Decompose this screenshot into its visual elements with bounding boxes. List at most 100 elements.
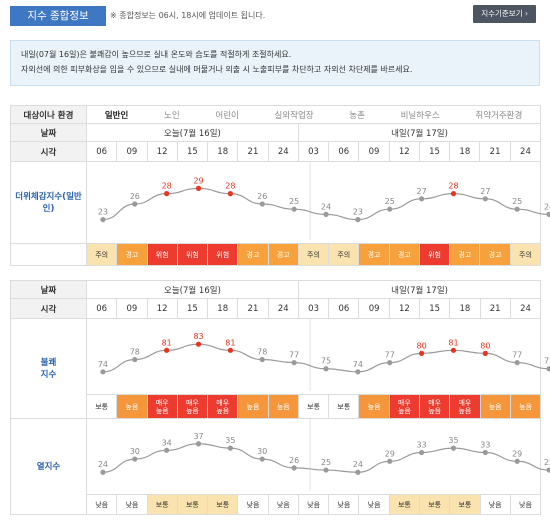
discomfort-value-label-12: 80 [480, 341, 490, 350]
heat-index-value-label-8: 24 [353, 460, 363, 469]
heat-sensation-point-12 [482, 196, 488, 202]
discomfort-value-label-0: 74 [98, 360, 108, 369]
t1-status-9: 경고 [358, 243, 390, 266]
discomfort-status-10: 매우 높음 [388, 394, 421, 419]
t1-hour-12: 18 [449, 141, 481, 162]
heat-index-point-5 [259, 456, 265, 462]
t2-hour-14: 24 [509, 298, 542, 319]
target-tab-0[interactable]: 일반인 [104, 110, 129, 121]
heat-index-value-label-13: 29 [512, 449, 522, 458]
discomfort-status-1: 높음 [116, 394, 148, 419]
t1-hour-7: 03 [297, 141, 330, 162]
heat-status-3: 보통 [176, 494, 209, 515]
heat-sensation-value-label-1: 26 [130, 192, 140, 201]
heat-status-12: 보통 [449, 494, 481, 515]
t1-status-13: 경고 [479, 243, 511, 266]
heat-sensation-point-1 [132, 201, 138, 207]
discomfort-label: 불쾌 지수 [10, 318, 87, 419]
notice-line-2: 자외선에 의한 피부화상을 입을 수 있으므로 실내에 머물거나 외출 시 노출… [21, 65, 413, 74]
discomfort-status-0: 보통 [85, 394, 118, 419]
time-label: 시각 [10, 141, 87, 162]
discomfort-status-4: 매우 높음 [207, 394, 239, 419]
t1-hour-10: 12 [388, 141, 420, 162]
chart-row: 더위체감지수(일반인) 23 26 28 29 28 26 25 24 23 25 27 28 27 25… [10, 161, 550, 244]
discomfort-point-3 [195, 341, 202, 347]
target-tab-4[interactable]: 농촌 [349, 110, 365, 121]
heat-index-point-14 [546, 467, 550, 473]
heat-status-row: 낮음 낮음 보통 보통 보통 낮음 낮음 낮음 낮음 낮음 보통 보통 보통 낮음 낮음 [11, 494, 542, 515]
discomfort-status-9: 높음 [358, 394, 390, 419]
t1-status-3: 위험 [176, 243, 209, 266]
discomfort-chart: 74 78 81 83 81 78 77 75 74 77 80 81 80 77 75 [98, 319, 550, 391]
heat-sensation-value-label-11: 28 [448, 182, 458, 191]
heat-status-14: 낮음 [509, 494, 542, 515]
heat-sensation-value-label-14: 24 [544, 202, 550, 211]
t2-hour-8: 06 [328, 298, 360, 319]
discomfort-chart-row: 불쾌 지수 74 78 81 83 81 78 77 75 74 77 80 81 80 77 75 [10, 318, 550, 419]
discomfort-point-5 [259, 356, 265, 363]
discomfort-value-label-7: 75 [321, 357, 331, 366]
discomfort-value-label-5: 78 [257, 348, 267, 357]
heat-index-point-4 [227, 445, 233, 451]
t1-status-6: 경고 [267, 243, 299, 266]
date-row-2: 날짜 오늘(7월 16일) 내일(7월 17일) [10, 280, 542, 299]
heat-sensation-value-label-5: 26 [257, 192, 267, 201]
discomfort-point-11 [450, 347, 457, 353]
target-tab-2[interactable]: 어린이 [215, 110, 239, 121]
discomfort-point-6 [291, 360, 297, 366]
t1-hour-0: 06 [85, 141, 118, 162]
t1-hour-8: 06 [328, 141, 360, 162]
t1-hour-14: 24 [509, 141, 542, 162]
heat-sensation-value-label-4: 28 [225, 182, 235, 191]
t1-status-2: 위험 [146, 243, 178, 266]
heat-sensation-chart: 23 26 28 29 28 26 25 24 23 25 27 28 27 25 24 [98, 162, 550, 240]
discomfort-status-2: 매우 높음 [146, 394, 178, 419]
t1-hour-11: 15 [418, 141, 451, 162]
discomfort-status-6: 높음 [267, 394, 299, 419]
heat-sensation-point-5 [259, 201, 265, 207]
t1-hour-9: 09 [358, 141, 390, 162]
t1-status-10: 경고 [388, 243, 420, 266]
discomfort-status-11: 매우 높음 [419, 394, 451, 419]
date-row: 날짜 오늘(7월 16일) 내일(7월 17일) [10, 123, 542, 142]
heat-index-point-3 [195, 441, 202, 447]
heat-sensation-value-label-0: 23 [98, 208, 108, 217]
t1-hour-6: 24 [267, 141, 299, 162]
date-label: 날짜 [10, 123, 87, 142]
target-tab-3[interactable]: 실외작업장 [274, 110, 314, 121]
page-title-tab: 지수 종합정보 [10, 6, 106, 26]
t2-hour-12: 18 [449, 298, 481, 319]
discomfort-point-1 [132, 356, 138, 363]
heat-status-9: 낮음 [358, 494, 390, 515]
t1-hour-3: 15 [176, 141, 209, 162]
heat-status-11: 보통 [419, 494, 451, 515]
t1-status-11: 위험 [418, 243, 451, 266]
heat-status-10: 보통 [388, 494, 421, 515]
heat-index-value-label-9: 29 [385, 449, 395, 458]
t2-hour-4: 18 [207, 298, 239, 319]
time-row: 시각 06 09 12 15 18 21 24 03 06 09 12 15 18 21 24 [10, 141, 542, 162]
heat-index-point-7 [323, 467, 329, 473]
heat-sensation-value-label-6: 25 [289, 197, 299, 206]
heat-index-value-label-6: 26 [289, 456, 299, 465]
heat-index-value-label-0: 24 [98, 460, 108, 469]
target-tab-1[interactable]: 노인 [164, 110, 180, 121]
target-tab-6[interactable]: 취약거주환경 [475, 110, 523, 121]
heat-sensation-value-label-13: 25 [512, 197, 522, 206]
discomfort-value-label-14: 75 [544, 357, 550, 366]
discomfort-point-0 [100, 369, 106, 375]
heat-index-value-label-1: 30 [130, 447, 140, 456]
forecast-notice: 내일(07월 16일)은 불쾌감이 높으므로 실내 온도와 습도를 적절하게 조… [10, 40, 540, 86]
t2-hour-10: 12 [388, 298, 421, 319]
discomfort-status-14: 높음 [509, 394, 542, 419]
t2-hour-7: 03 [297, 298, 330, 319]
heat-index-point-1 [132, 456, 138, 462]
heat-sensation-point-0 [100, 217, 106, 223]
t1-hour-5: 21 [237, 141, 269, 162]
discomfort-point-10 [419, 350, 425, 356]
target-tab-5[interactable]: 비닐하우스 [400, 110, 440, 121]
heat-status-8: 낮음 [328, 494, 360, 515]
t1-status-7: 주의 [297, 243, 330, 266]
index-criteria-button[interactable]: 지수기준보기 › [473, 5, 536, 23]
heat-sensation-point-7 [323, 211, 329, 217]
